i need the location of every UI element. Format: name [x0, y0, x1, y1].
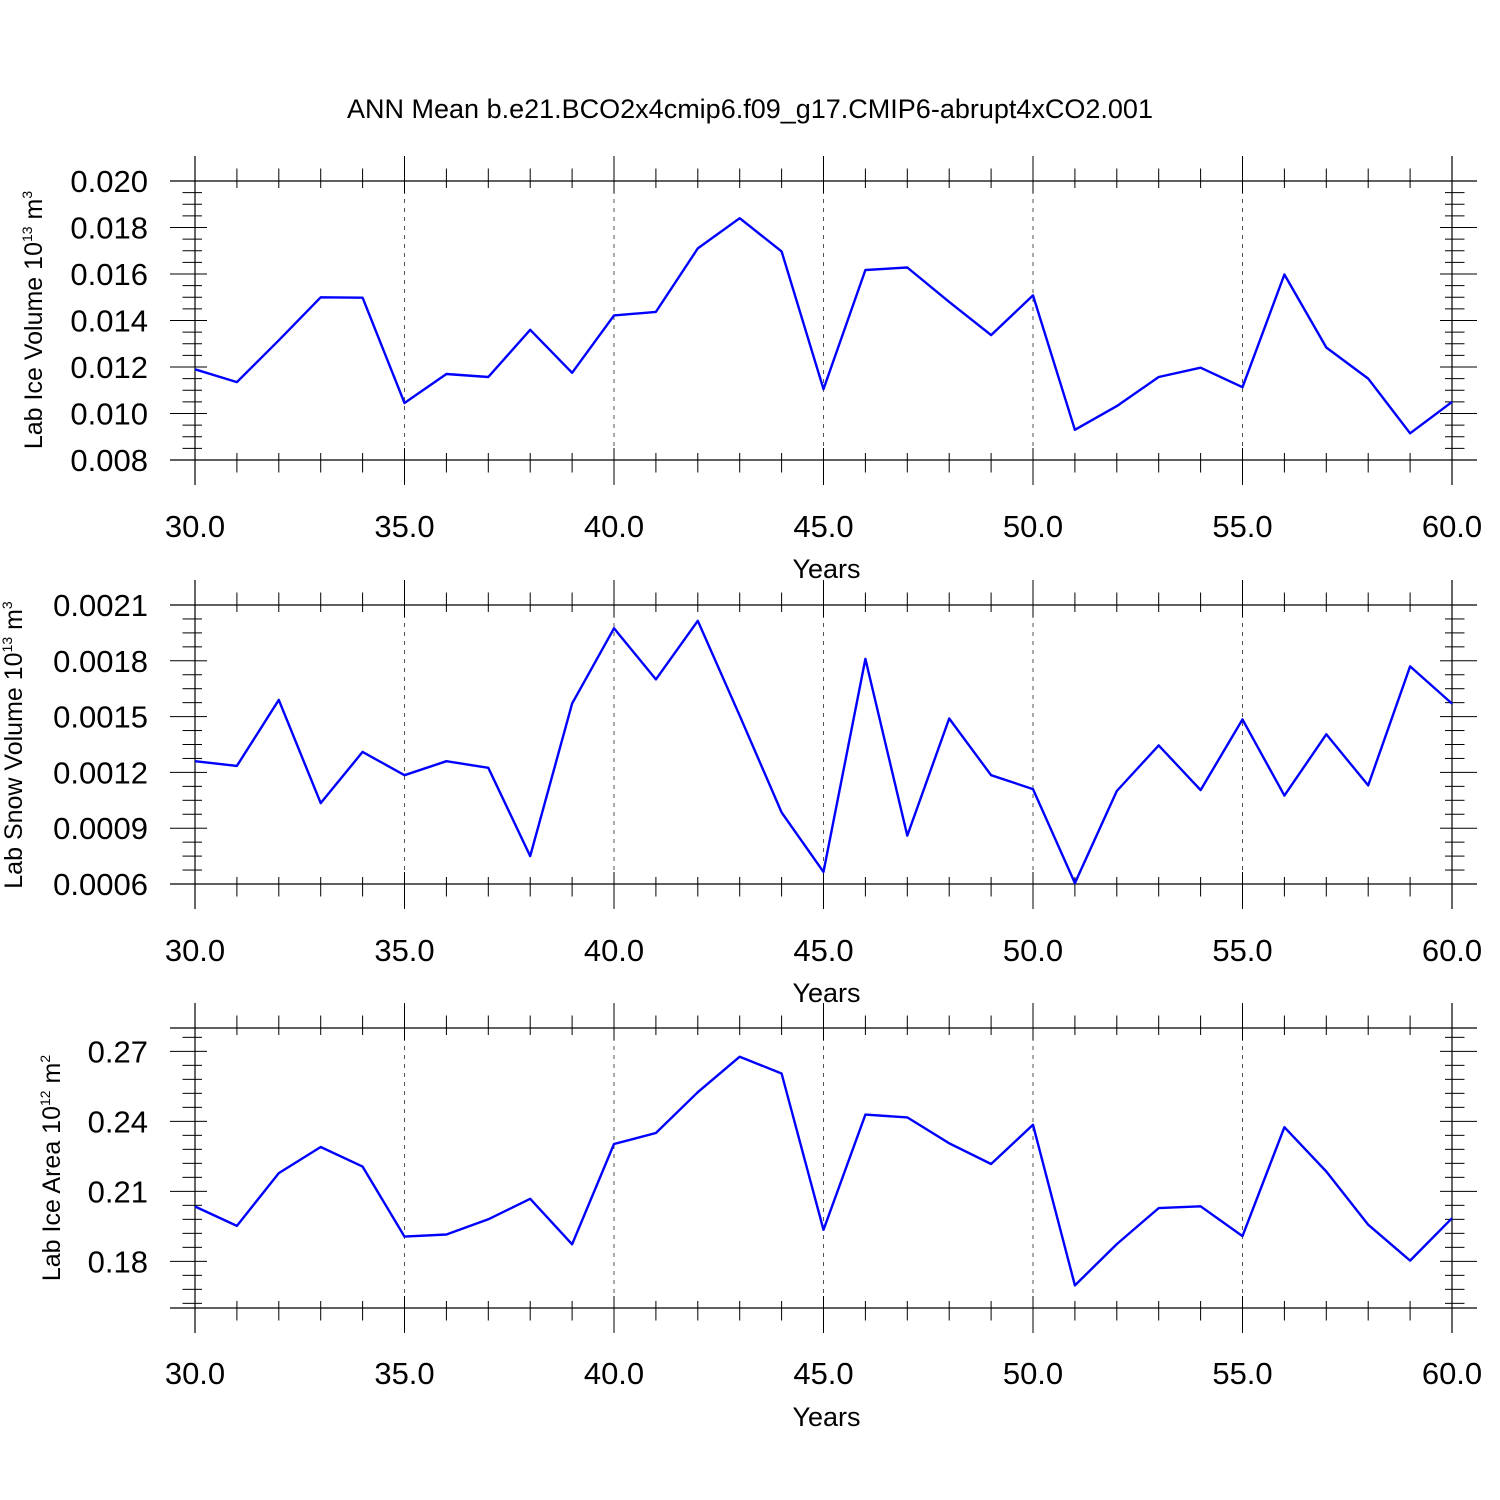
y-tick-label: 0.24 [88, 1104, 148, 1139]
x-tick-label: 35.0 [374, 1356, 434, 1391]
y-axis-label: Lab Ice Volume 1013 m3 [19, 191, 48, 449]
chart-panel-3: 0.18 0.21 0.24 0.27 30.0 35.0 40.0 45.0 50.0 55.0… [37, 1003, 1482, 1432]
y-tick-label: 0.21 [88, 1174, 148, 1209]
y-axis-label-part: m [0, 609, 28, 637]
x-tick-label: 55.0 [1212, 933, 1272, 968]
x-tick-label: 55.0 [1212, 509, 1272, 544]
y-axis-label-superscript: 3 [19, 191, 35, 199]
y-tick-label: 0.0009 [53, 811, 148, 846]
x-tick-label: 60.0 [1422, 509, 1482, 544]
x-tick-label: 45.0 [793, 1356, 853, 1391]
y-axis-label-part: Lab Ice Area 10 [38, 1106, 66, 1281]
y-tick-label: 0.010 [70, 397, 148, 432]
series-line-1 [194, 216, 1453, 435]
x-tick-label: 30.0 [165, 1356, 225, 1391]
y-axis-label-superscript: 3 [0, 601, 15, 609]
x-tick-label: 45.0 [793, 933, 853, 968]
x-tick-label: 30.0 [165, 933, 225, 968]
y-tick-label: 0.0018 [53, 644, 148, 679]
x-tick-label: 50.0 [1003, 1356, 1063, 1391]
x-tick-label: 60.0 [1422, 1356, 1482, 1391]
x-tick-label: 50.0 [1003, 509, 1063, 544]
series-line-1 [194, 619, 1453, 885]
x-tick-label: 40.0 [584, 933, 644, 968]
y-axis-label-part: Lab Ice Volume 10 [20, 242, 48, 449]
y-tick-label: 0.27 [88, 1034, 148, 1069]
chart-panel-2: 0.0006 0.0009 0.0012 0.0015 0.0018 0.0021 30.0… [0, 580, 1482, 1008]
x-tick-label: 60.0 [1422, 933, 1482, 968]
y-axis-label-part: m [38, 1063, 66, 1091]
y-tick-label: 0.0012 [53, 755, 148, 790]
x-tick-label: 30.0 [165, 509, 225, 544]
x-axis-label: Years [792, 1402, 860, 1432]
x-tick-label: 45.0 [793, 509, 853, 544]
x-tick-label: 35.0 [374, 509, 434, 544]
x-tick-label: 55.0 [1212, 1356, 1272, 1391]
x-tick-label: 35.0 [374, 933, 434, 968]
y-axis-label-superscript: 13 [19, 226, 35, 242]
y-tick-label: 0.012 [70, 350, 148, 385]
x-tick-label: 40.0 [584, 509, 644, 544]
x-tick-label: 40.0 [584, 1356, 644, 1391]
series-line-1 [194, 1055, 1453, 1287]
y-tick-label: 0.020 [70, 164, 148, 199]
y-axis-label-superscript: 13 [0, 637, 15, 653]
y-tick-label: 0.014 [70, 304, 148, 339]
chart-panel-1: 0.008 0.010 0.012 0.014 0.016 0.018 0.020 30.0 3… [19, 156, 1482, 584]
y-axis-label-part: Lab Snow Volume 10 [0, 652, 28, 888]
chart-title: ANN Mean b.e21.BCO2x4cmip6.f09_g17.CMIP6… [347, 94, 1153, 124]
y-axis-label: Lab Snow Volume 1013 m3 [0, 601, 28, 889]
y-axis-label: Lab Ice Area 1012 m2 [37, 1055, 66, 1282]
y-axis-label-part: m [20, 199, 48, 227]
y-axis-label-superscript: 2 [37, 1055, 53, 1063]
y-tick-label: 0.016 [70, 257, 148, 292]
y-tick-label: 0.18 [88, 1244, 148, 1279]
x-axis-label: Years [792, 978, 860, 1008]
y-tick-label: 0.0015 [53, 700, 148, 735]
x-axis-label: Years [792, 554, 860, 584]
y-axis-label-superscript: 12 [37, 1090, 53, 1106]
y-tick-label: 0.008 [70, 443, 148, 478]
x-tick-label: 50.0 [1003, 933, 1063, 968]
y-tick-label: 0.018 [70, 211, 148, 246]
y-tick-label: 0.0021 [53, 588, 148, 623]
y-tick-label: 0.0006 [53, 867, 148, 902]
